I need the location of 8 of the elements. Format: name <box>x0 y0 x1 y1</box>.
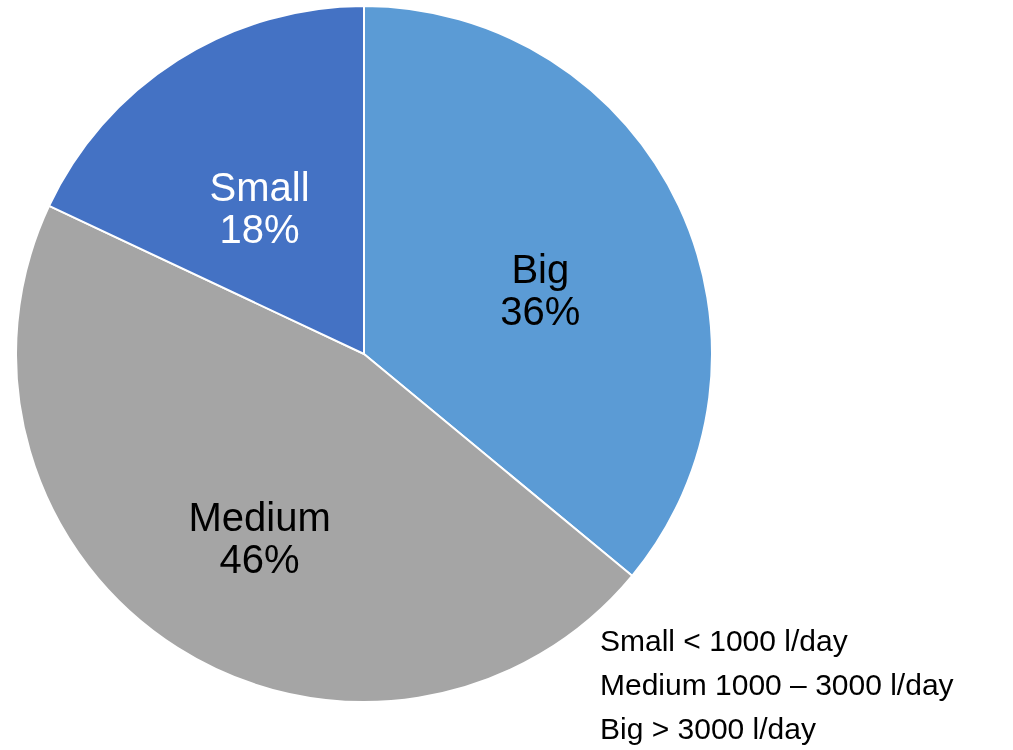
text: Small < 1000 l/day <box>600 624 848 657</box>
text: Medium 1000 – 3000 l/day <box>600 668 954 701</box>
slice-label: Big <box>511 247 570 292</box>
slice-label: Small <box>209 165 310 210</box>
slice-label: Medium <box>188 494 331 539</box>
data-label: 46% <box>219 536 300 581</box>
text: Big > 3000 l/day <box>600 712 816 745</box>
data-label: 18% <box>219 207 300 252</box>
